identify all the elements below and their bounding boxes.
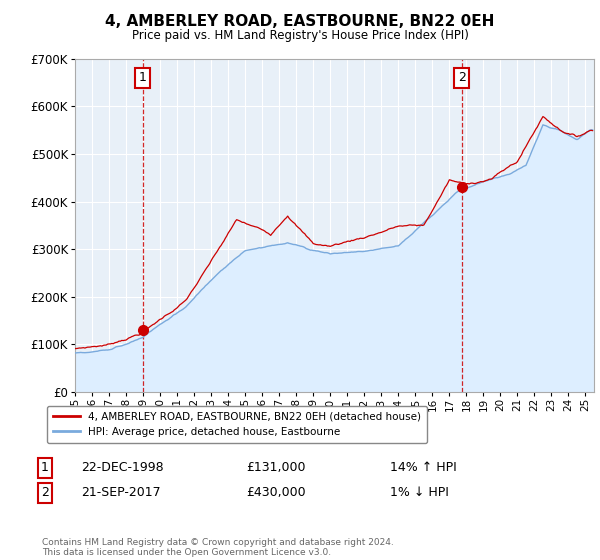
Text: 22-DEC-1998: 22-DEC-1998: [81, 461, 164, 474]
Text: 2: 2: [41, 486, 49, 500]
Text: 1% ↓ HPI: 1% ↓ HPI: [390, 486, 449, 500]
Text: £430,000: £430,000: [246, 486, 305, 500]
Text: 14% ↑ HPI: 14% ↑ HPI: [390, 461, 457, 474]
Text: 21-SEP-2017: 21-SEP-2017: [81, 486, 161, 500]
Text: 4, AMBERLEY ROAD, EASTBOURNE, BN22 0EH: 4, AMBERLEY ROAD, EASTBOURNE, BN22 0EH: [106, 14, 494, 29]
Text: 1: 1: [139, 71, 146, 85]
Text: 2: 2: [458, 71, 466, 85]
Text: 1: 1: [41, 461, 49, 474]
Text: Price paid vs. HM Land Registry's House Price Index (HPI): Price paid vs. HM Land Registry's House …: [131, 29, 469, 42]
Legend: 4, AMBERLEY ROAD, EASTBOURNE, BN22 0EH (detached house), HPI: Average price, det: 4, AMBERLEY ROAD, EASTBOURNE, BN22 0EH (…: [47, 405, 427, 444]
Text: £131,000: £131,000: [246, 461, 305, 474]
Text: Contains HM Land Registry data © Crown copyright and database right 2024.
This d: Contains HM Land Registry data © Crown c…: [42, 538, 394, 557]
